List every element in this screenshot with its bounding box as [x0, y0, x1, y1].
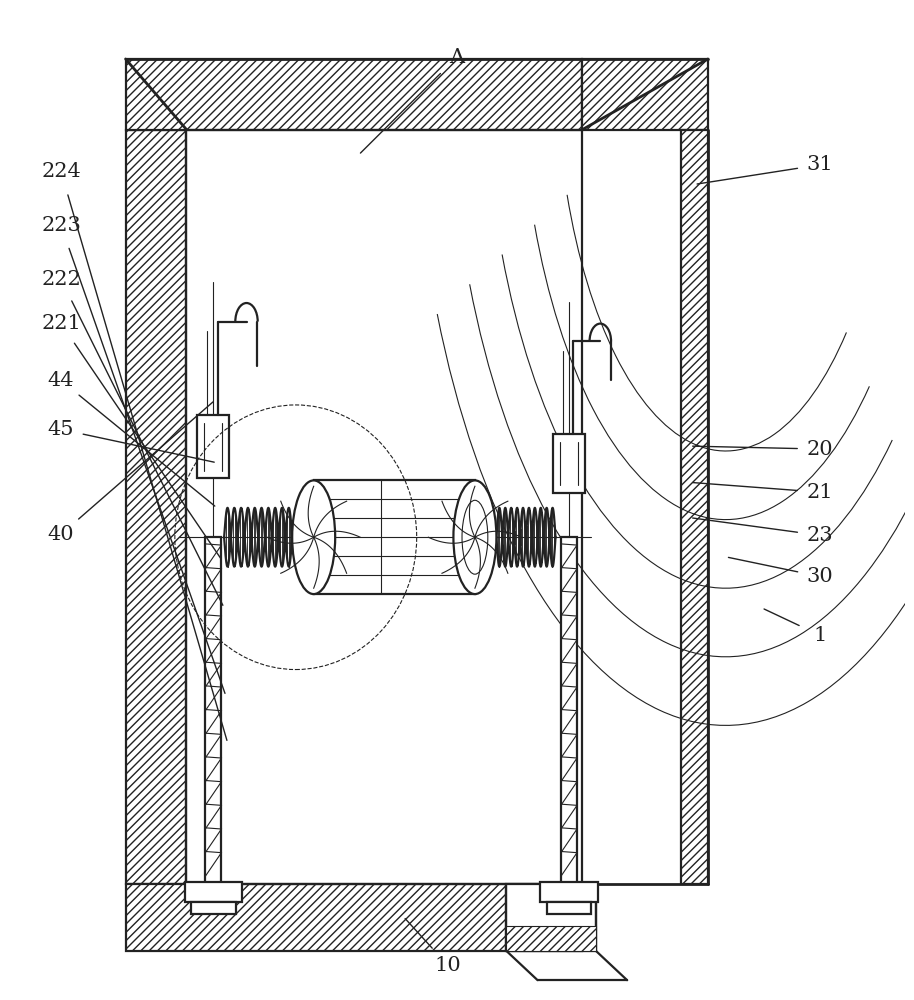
Bar	[547, 902, 591, 914]
Ellipse shape	[453, 480, 496, 594]
Ellipse shape	[292, 480, 335, 594]
Text: 31: 31	[806, 155, 834, 174]
Text: 1: 1	[813, 626, 826, 645]
Bar	[681, 130, 707, 884]
Bar	[506, 884, 596, 951]
Bar	[125, 59, 582, 130]
Text: 40: 40	[48, 525, 74, 544]
Text: A: A	[450, 48, 464, 67]
Ellipse shape	[462, 500, 488, 574]
Bar	[506, 926, 596, 951]
Text: 222: 222	[41, 270, 81, 289]
Bar	[540, 882, 598, 902]
Bar	[206, 537, 221, 884]
Text: 30: 30	[806, 567, 834, 586]
Text: 221: 221	[41, 314, 81, 333]
Text: 20: 20	[806, 440, 833, 459]
Bar	[314, 480, 475, 594]
Text: 224: 224	[41, 162, 81, 181]
Bar	[553, 434, 585, 493]
Text: 21: 21	[806, 483, 833, 502]
Bar	[191, 902, 236, 914]
Bar	[185, 882, 242, 902]
Bar	[125, 130, 186, 884]
Text: 10: 10	[435, 956, 462, 975]
Text: 23: 23	[806, 526, 833, 545]
Bar	[561, 537, 577, 884]
Text: 223: 223	[41, 216, 81, 235]
Text: 45: 45	[48, 420, 74, 439]
Bar	[197, 415, 229, 478]
Bar	[125, 884, 582, 951]
Bar	[582, 59, 707, 130]
Text: 44: 44	[48, 371, 74, 390]
